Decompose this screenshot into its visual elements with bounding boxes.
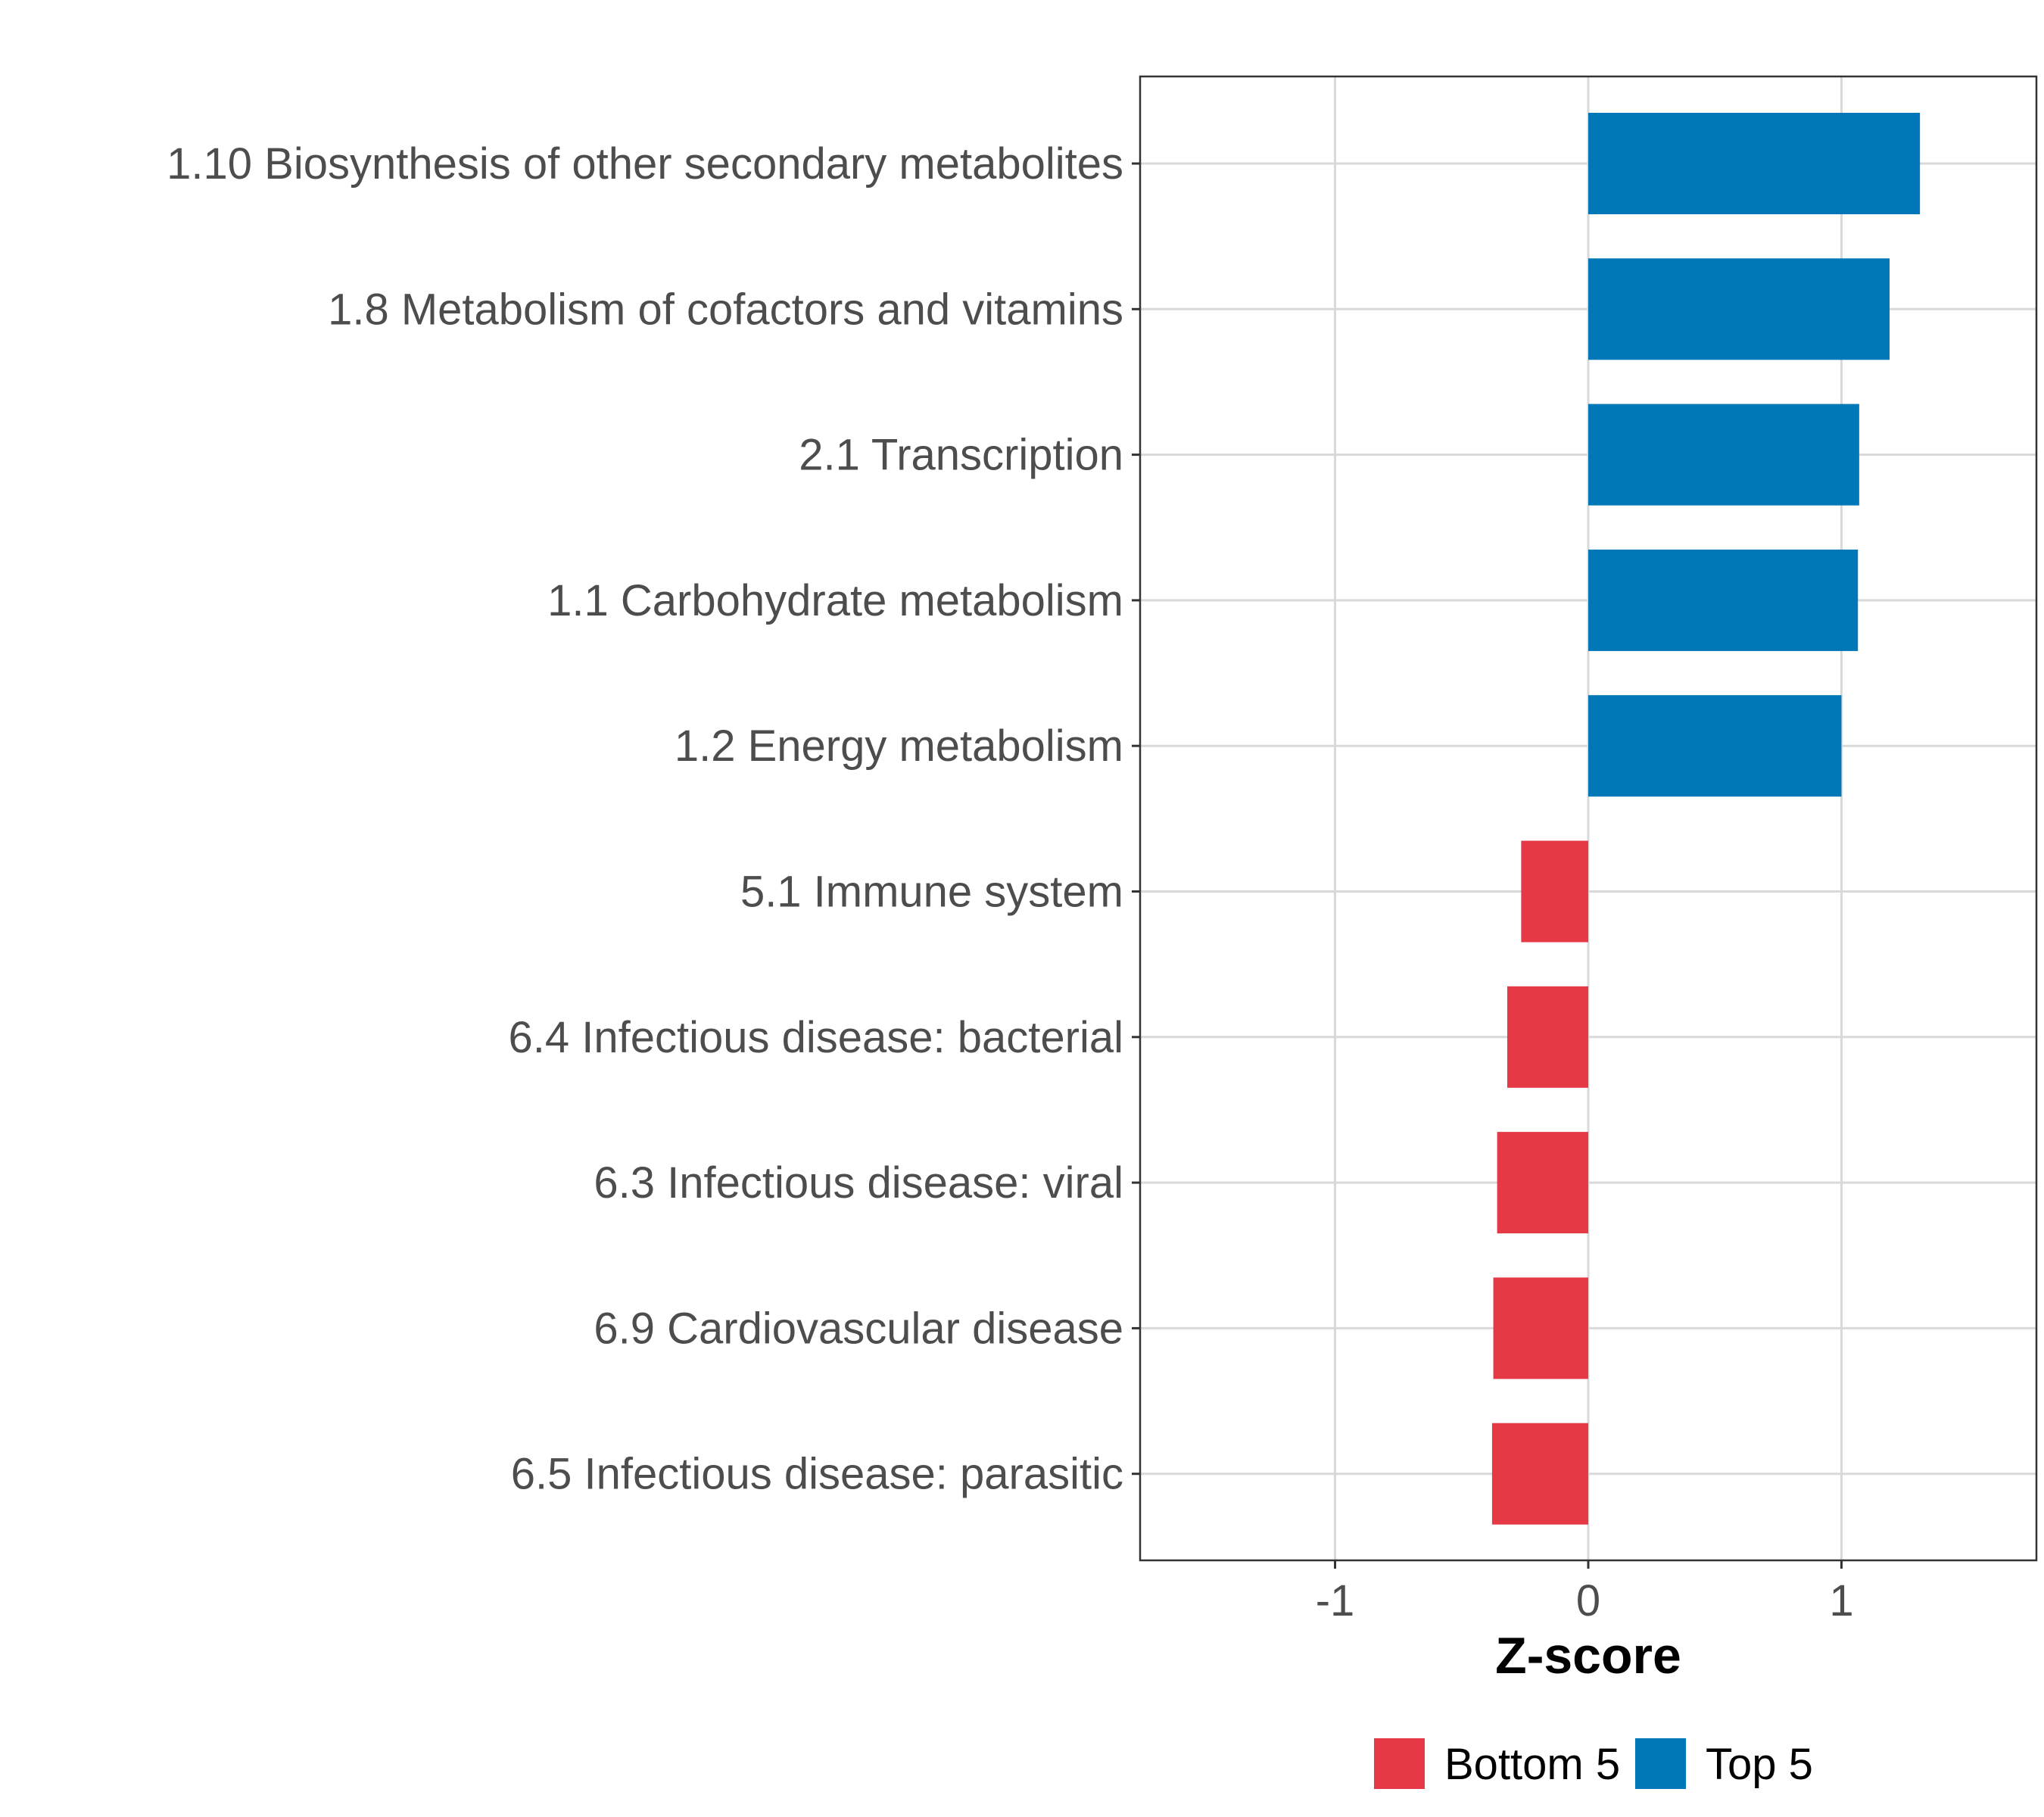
legend-label: Top 5 bbox=[1706, 1740, 1813, 1789]
y-tick-label: 6.5 Infectious disease: parasitic bbox=[511, 1450, 1123, 1499]
bar bbox=[1493, 1277, 1588, 1379]
bar bbox=[1588, 113, 1921, 214]
bars bbox=[1491, 113, 1921, 1525]
y-tick-label: 1.1 Carbohydrate metabolism bbox=[547, 576, 1123, 625]
x-axis: -1 0 1 bbox=[1316, 1560, 1854, 1625]
bar bbox=[1491, 1423, 1588, 1525]
legend-label: Bottom 5 bbox=[1444, 1740, 1620, 1789]
y-tick-label: 5.1 Immune system bbox=[740, 868, 1123, 917]
x-tick-label: -1 bbox=[1316, 1576, 1355, 1625]
y-tick-label: 1.8 Metabolism of cofactors and vitamins bbox=[328, 285, 1123, 334]
y-tick-label: 6.4 Infectious disease: bacterial bbox=[509, 1013, 1123, 1062]
y-tick-label: 2.1 Transcription bbox=[799, 431, 1123, 480]
y-tick-label: 1.10 Biosynthesis of other secondary met… bbox=[167, 139, 1123, 189]
bar bbox=[1521, 840, 1588, 943]
bar bbox=[1588, 695, 1842, 797]
legend-swatch bbox=[1374, 1738, 1425, 1789]
bar bbox=[1588, 258, 1890, 360]
legend: Bottom 5 Top 5 bbox=[1374, 1738, 1813, 1789]
x-tick-label: 0 bbox=[1576, 1576, 1600, 1625]
bar bbox=[1497, 1132, 1588, 1234]
x-tick-label: 1 bbox=[1829, 1576, 1853, 1625]
legend-swatch bbox=[1635, 1738, 1686, 1789]
y-tick-label: 1.2 Energy metabolism bbox=[675, 722, 1123, 771]
x-axis-title: Z-score bbox=[1495, 1627, 1681, 1685]
bar bbox=[1507, 986, 1588, 1088]
y-axis: 1.10 Biosynthesis of other secondary met… bbox=[167, 139, 1140, 1499]
bar bbox=[1588, 549, 1859, 651]
y-tick-label: 6.3 Infectious disease: viral bbox=[594, 1158, 1123, 1208]
y-tick-label: 6.9 Cardiovascular disease bbox=[594, 1304, 1123, 1353]
bar bbox=[1588, 404, 1859, 506]
